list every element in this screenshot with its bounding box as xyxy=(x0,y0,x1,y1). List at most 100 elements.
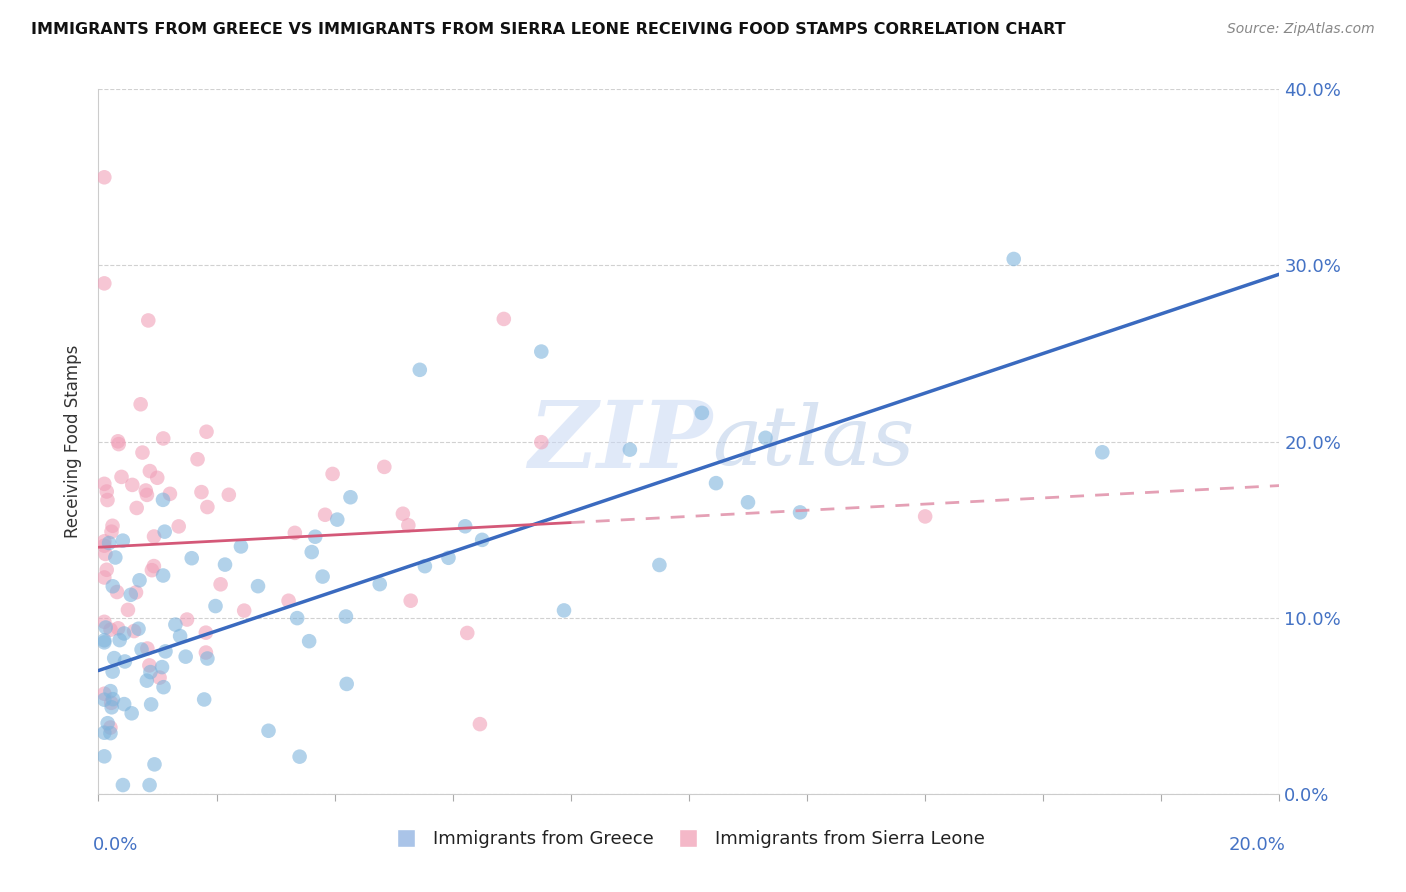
Point xyxy=(138,778,160,792)
Point xyxy=(93,534,115,549)
Point xyxy=(153,524,176,539)
Point xyxy=(141,563,163,577)
Point xyxy=(456,626,478,640)
Point xyxy=(111,778,134,792)
Point xyxy=(110,470,132,484)
Point xyxy=(152,492,174,507)
Point xyxy=(298,634,321,648)
Point xyxy=(326,513,349,527)
Point xyxy=(100,696,122,710)
Point xyxy=(152,680,174,694)
Point xyxy=(471,533,494,547)
Text: atlas: atlas xyxy=(713,401,915,482)
Point xyxy=(135,483,157,498)
Point xyxy=(165,617,187,632)
Point xyxy=(94,547,117,561)
Point xyxy=(169,629,191,643)
Text: 0.0%: 0.0% xyxy=(93,836,138,855)
Point xyxy=(335,609,357,624)
Point xyxy=(93,277,115,291)
Point xyxy=(93,570,115,584)
Point xyxy=(93,615,115,629)
Point xyxy=(97,716,120,731)
Point xyxy=(101,518,124,533)
Point xyxy=(136,641,159,656)
Point xyxy=(93,476,115,491)
Point xyxy=(174,649,197,664)
Point xyxy=(284,525,307,540)
Point xyxy=(159,487,181,501)
Point xyxy=(368,577,391,591)
Point xyxy=(218,488,240,502)
Point xyxy=(129,397,152,411)
Point xyxy=(530,344,553,359)
Point xyxy=(96,484,118,499)
Point xyxy=(93,539,115,553)
Point xyxy=(128,574,150,588)
Point xyxy=(454,519,477,533)
Text: IMMIGRANTS FROM GREECE VS IMMIGRANTS FROM SIERRA LEONE RECEIVING FOOD STAMPS COR: IMMIGRANTS FROM GREECE VS IMMIGRANTS FRO… xyxy=(31,22,1066,37)
Point xyxy=(107,434,129,449)
Point xyxy=(100,524,122,539)
Point xyxy=(167,519,190,533)
Point xyxy=(125,585,148,599)
Point xyxy=(214,558,236,572)
Point xyxy=(150,660,173,674)
Point xyxy=(131,642,153,657)
Point xyxy=(288,749,311,764)
Point xyxy=(117,603,139,617)
Point xyxy=(93,687,115,701)
Point xyxy=(468,717,491,731)
Point xyxy=(176,613,198,627)
Point xyxy=(277,593,299,607)
Point xyxy=(194,646,217,660)
Point xyxy=(155,644,177,658)
Point xyxy=(704,476,727,491)
Point xyxy=(120,588,142,602)
Point xyxy=(105,585,128,599)
Text: 20.0%: 20.0% xyxy=(1229,836,1285,855)
Point xyxy=(93,633,115,648)
Point xyxy=(339,490,361,504)
Text: Source: ZipAtlas.com: Source: ZipAtlas.com xyxy=(1227,22,1375,37)
Point xyxy=(139,698,162,712)
Point xyxy=(197,500,219,514)
Point xyxy=(135,673,157,688)
Point xyxy=(108,633,131,648)
Point xyxy=(314,508,336,522)
Point xyxy=(789,505,811,519)
Point xyxy=(136,488,159,502)
Point xyxy=(209,577,232,591)
Point xyxy=(197,651,219,665)
Point xyxy=(93,635,115,649)
Point xyxy=(139,464,162,478)
Point xyxy=(336,677,359,691)
Point xyxy=(399,593,422,607)
Point xyxy=(409,363,432,377)
Point xyxy=(136,313,159,327)
Point xyxy=(396,518,419,533)
Point xyxy=(437,550,460,565)
Point xyxy=(180,551,202,566)
Point xyxy=(914,509,936,524)
Point xyxy=(121,478,143,492)
Point xyxy=(190,485,212,500)
Point xyxy=(100,721,122,735)
Point xyxy=(93,170,115,185)
Point xyxy=(492,312,515,326)
Point xyxy=(93,749,115,764)
Point xyxy=(107,621,129,635)
Point xyxy=(1002,252,1025,266)
Point xyxy=(322,467,344,481)
Point xyxy=(100,623,122,637)
Point xyxy=(104,550,127,565)
Point xyxy=(138,658,160,673)
Point xyxy=(619,442,641,457)
Text: ZIP: ZIP xyxy=(529,397,713,486)
Point xyxy=(114,655,136,669)
Point xyxy=(247,579,270,593)
Point xyxy=(1091,445,1114,459)
Point xyxy=(112,626,135,640)
Point xyxy=(553,603,575,617)
Point xyxy=(193,692,215,706)
